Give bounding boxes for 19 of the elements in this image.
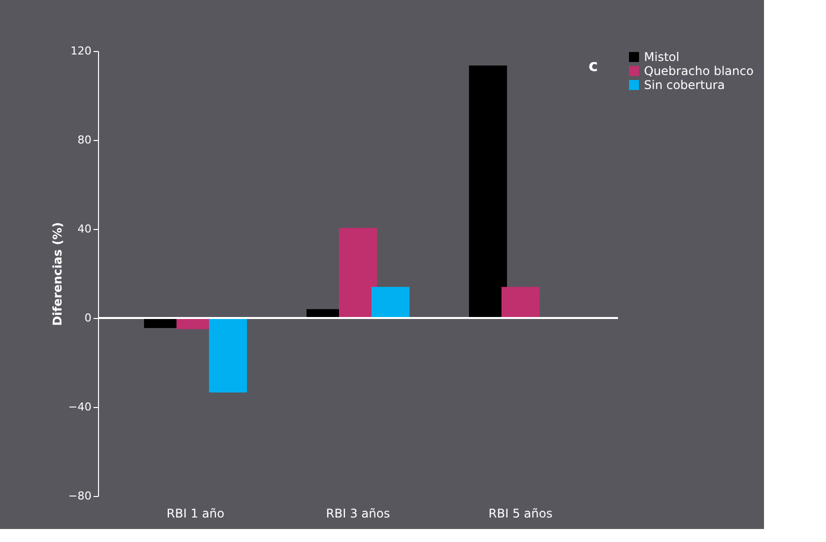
x-tick-label: RBI 3 años bbox=[326, 506, 390, 520]
y-axis-title: Diferencias (%) bbox=[50, 222, 64, 326]
bar bbox=[209, 318, 247, 393]
legend-label: Quebracho blanco bbox=[644, 64, 754, 78]
x-tick-label: RBI 1 año bbox=[166, 506, 224, 520]
y-tick-label: −40 bbox=[68, 400, 92, 414]
y-tick-label: 0 bbox=[84, 312, 92, 324]
bar bbox=[372, 286, 410, 318]
bar bbox=[339, 228, 377, 318]
legend-label: Sin cobertura bbox=[644, 78, 725, 92]
bar bbox=[502, 286, 540, 318]
y-tick-label: 80 bbox=[78, 134, 92, 146]
y-tick-label: 40 bbox=[78, 222, 92, 236]
bar bbox=[469, 65, 507, 318]
legend-label: Mistol bbox=[644, 50, 680, 64]
x-tick-label: RBI 5 años bbox=[488, 506, 552, 520]
y-tick-label: 120 bbox=[70, 44, 92, 58]
y-tick-label: −80 bbox=[68, 490, 92, 502]
annotation: c bbox=[588, 56, 598, 75]
